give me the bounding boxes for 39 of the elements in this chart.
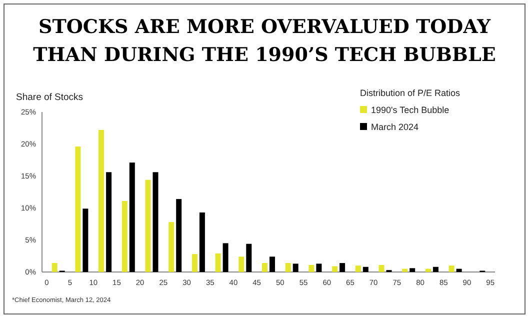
- bar: [215, 253, 221, 272]
- bar: [176, 199, 182, 272]
- bar: [402, 268, 408, 272]
- bar: [192, 254, 198, 272]
- bar: [316, 264, 322, 272]
- y-axis-title: Share of Stocks: [16, 92, 84, 103]
- bar: [222, 243, 228, 272]
- chart-title: STOCKS ARE MORE OVERVALUED TODAY THAN DURING THE 1990’S TECH BUBBLE: [33, 16, 496, 66]
- bar: [238, 256, 244, 272]
- bar: [106, 172, 112, 272]
- bar: [448, 266, 454, 272]
- bar: [262, 263, 268, 272]
- bar: [145, 180, 151, 272]
- bar: [122, 200, 128, 272]
- legend-label: March 2024: [371, 122, 419, 132]
- bar: [285, 263, 291, 272]
- bar: [246, 244, 252, 272]
- bar: [82, 208, 88, 272]
- bar: [168, 222, 174, 272]
- bar: [362, 266, 368, 272]
- bar: [292, 264, 298, 272]
- bar: [152, 172, 158, 272]
- bar: [340, 263, 346, 272]
- legend-title: Distribution of P/E Ratios: [360, 88, 461, 98]
- bar: [456, 268, 462, 272]
- bar: [355, 266, 361, 272]
- bar: [98, 130, 104, 272]
- bar: [199, 212, 205, 272]
- bar: [410, 268, 416, 272]
- bar: [270, 256, 275, 272]
- legend-label: 1990's Tech Bubble: [371, 105, 450, 116]
- bar: [332, 266, 338, 272]
- bar: [425, 268, 431, 272]
- bar: [432, 266, 438, 272]
- bar: [378, 264, 384, 272]
- bar: [129, 162, 135, 272]
- bar: [308, 264, 314, 272]
- bar: [75, 146, 81, 272]
- bar: [52, 263, 58, 272]
